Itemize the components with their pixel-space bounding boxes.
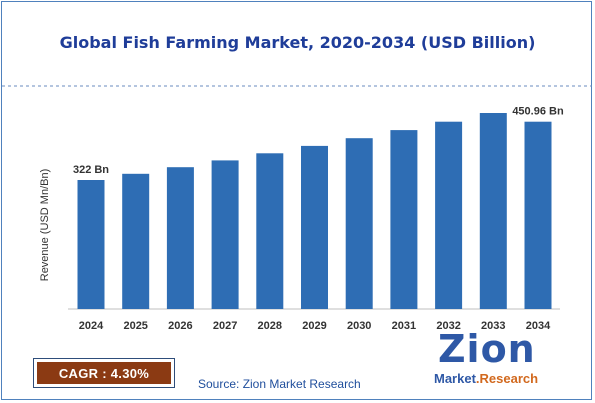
x-tick-label: 2034 [526,320,551,332]
x-tick-label: 2025 [123,320,147,332]
x-tick-label: 2032 [436,320,460,332]
chart-title: Global Fish Farming Market, 2020-2034 (U… [59,33,536,52]
bar-2034 [524,121,552,309]
logo-sub-market: Market [434,371,476,386]
x-tick-label: 2033 [481,320,505,332]
bars-group [77,113,552,309]
data-label: 450.96 Bn [512,106,564,118]
zion-logo: Zion Market.Research [428,327,548,391]
source-text: Source: Zion Market Research [198,377,361,391]
cagr-label: CAGR : 4.30% [37,362,171,384]
bar-2028 [256,153,284,309]
x-tick-label: 2031 [392,320,416,332]
x-tick-label: 2030 [347,320,371,332]
bar-2032 [435,121,463,309]
bar-2029 [301,145,328,309]
x-tick-label: 2028 [258,320,282,332]
x-tick-label: 2029 [302,320,326,332]
y-axis-label: Revenue (USD Mn/Bn) [39,169,51,282]
x-tick-label: 2026 [168,320,192,332]
x-tick-label: 2027 [213,320,237,332]
bar-2030 [345,138,373,309]
data-labels-group: 322 Bn 450.96 Bn [73,106,564,176]
x-tick-label: 2024 [79,320,104,332]
bar-2026 [166,167,194,309]
tick-labels-group: 2024 2025 2026 2027 2028 2029 2030 2031 2032 2033… [79,320,551,332]
cagr-badge: CAGR : 4.30% [33,358,175,388]
bar-2027 [211,160,239,309]
bar-2031 [390,130,418,309]
bar-2033 [479,113,507,309]
logo-sub-research: .Research [475,371,539,386]
bar-2024 [77,180,105,309]
logo-subtitle: Market.Research [434,371,538,386]
logo-wordmark: Zion [438,327,536,371]
bar-2025 [122,173,150,309]
data-label: 322 Bn [73,164,109,176]
